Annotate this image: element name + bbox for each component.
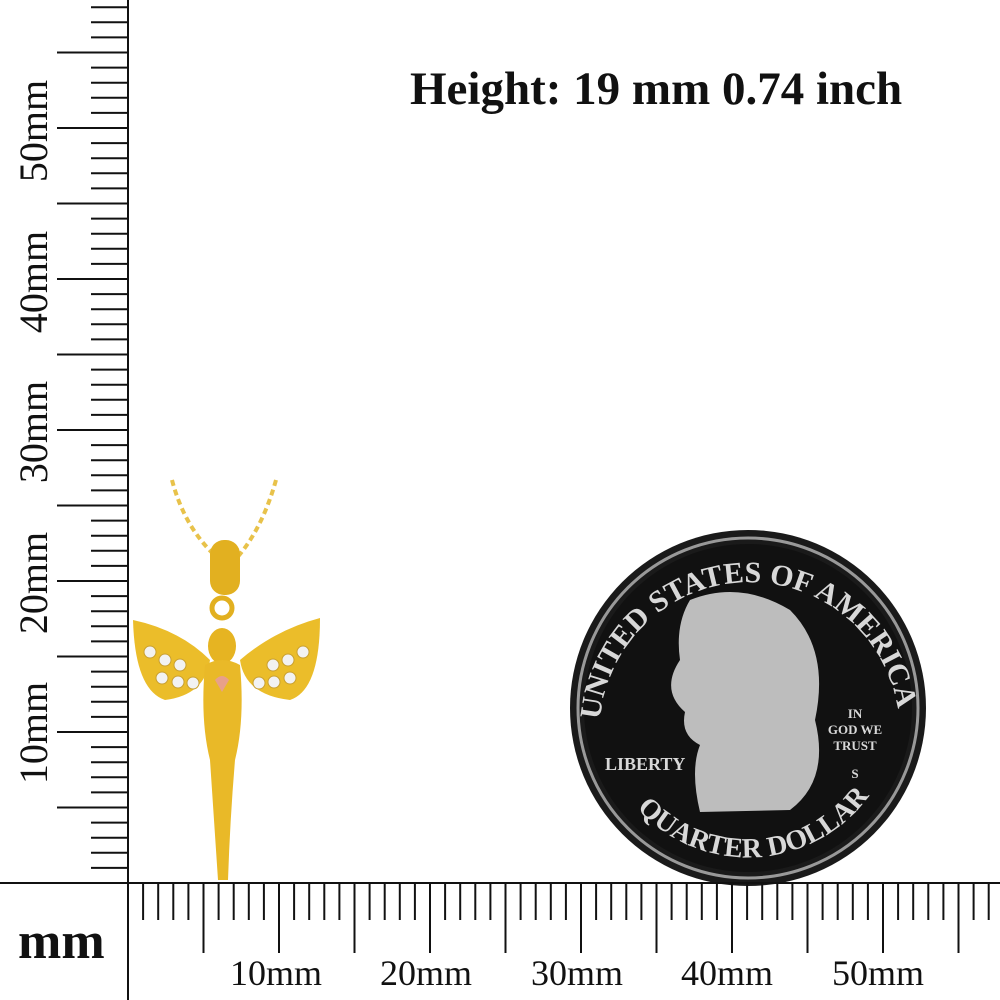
horizontal-label-30mm: 30mm bbox=[530, 953, 623, 993]
angel-head bbox=[208, 628, 236, 664]
pendant-bail bbox=[210, 540, 240, 595]
vertical-label-20mm: 20mm bbox=[11, 531, 56, 635]
washington-profile bbox=[671, 592, 820, 812]
quarter-coin: UNITED STATES OF AMERICA QUARTER DOLLAR … bbox=[570, 530, 926, 886]
coin-motto-3: TRUST bbox=[833, 738, 877, 753]
vertical-label-50mm: 50mm bbox=[11, 79, 56, 183]
coin-motto-2: GOD WE bbox=[828, 722, 882, 737]
coin-motto-1: IN bbox=[848, 706, 863, 721]
vertical-label-30mm: 30mm bbox=[11, 380, 56, 484]
vertical-label-40mm: 40mm bbox=[11, 230, 56, 334]
horizontal-label-20mm: 20mm bbox=[379, 953, 472, 993]
angel-body bbox=[203, 660, 242, 880]
right-wing bbox=[240, 618, 320, 700]
vertical-label-10mm: 10mm bbox=[11, 681, 56, 785]
height-title: Height: 19 mm 0.74 inch bbox=[410, 63, 903, 115]
unit-label: mm bbox=[18, 913, 105, 970]
coin-liberty: LIBERTY bbox=[605, 754, 685, 774]
horizontal-label-40mm: 40mm bbox=[680, 953, 773, 993]
angel-pendant bbox=[133, 479, 320, 880]
horizontal-label-50mm: 50mm bbox=[831, 953, 924, 993]
rose-heart bbox=[215, 676, 229, 692]
coin-mint-mark: S bbox=[851, 766, 858, 781]
horizontal-label-10mm: 10mm bbox=[229, 953, 322, 993]
